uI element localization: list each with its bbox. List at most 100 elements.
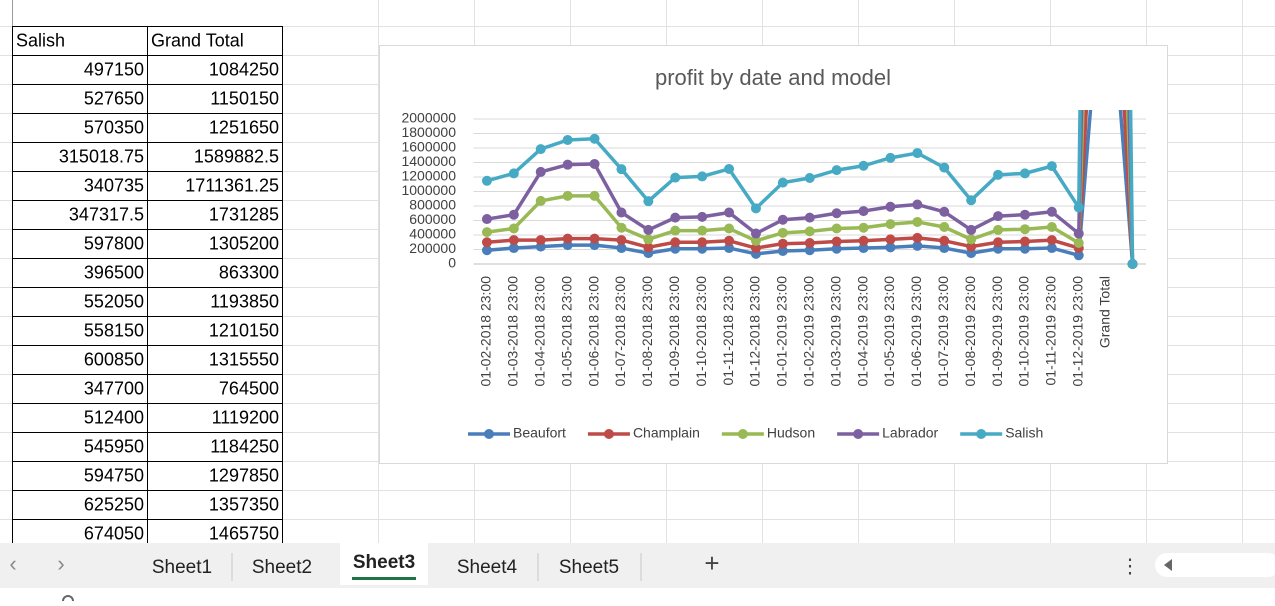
- cell-value[interactable]: 1193850: [210, 291, 279, 311]
- cell-value[interactable]: 1119200: [212, 407, 279, 427]
- cell-value[interactable]: 600850: [84, 349, 144, 369]
- data-table: Salish Grand Total 497150 1084250 527650 1150…: [12, 26, 283, 549]
- x-tick-label: 01-02-2018 23:00: [478, 276, 494, 387]
- x-tick-label: 01-09-2018 23:00: [666, 276, 682, 387]
- y-tick-label: 200000: [409, 240, 456, 256]
- data-point: [697, 225, 708, 236]
- more-options[interactable]: ⋮: [1120, 555, 1140, 577]
- cell-value[interactable]: 315018.75: [59, 146, 144, 166]
- sheet-tab[interactable]: Sheet5: [559, 557, 619, 578]
- data-point: [616, 235, 627, 246]
- x-tick-label: Grand Total: [1096, 276, 1112, 348]
- chart: profit by date and model 020000040000060…: [379, 45, 1168, 464]
- sheet-tab[interactable]: Sheet3: [353, 552, 415, 573]
- x-tick-label: 01-08-2019 23:00: [962, 276, 978, 387]
- data-point: [670, 172, 681, 183]
- cell-value[interactable]: 1210150: [209, 320, 279, 340]
- data-point: [508, 235, 519, 246]
- data-point: [508, 168, 519, 179]
- cell-value[interactable]: 1357350: [209, 494, 279, 514]
- cell-value[interactable]: 594750: [84, 465, 144, 485]
- cell-value[interactable]: 1711361.25: [185, 175, 279, 195]
- x-tick-label: 01-12-2019 23:00: [1069, 276, 1085, 387]
- sheet-tab[interactable]: Sheet1: [152, 557, 212, 578]
- data-point: [858, 222, 869, 233]
- cell-value[interactable]: 527650: [84, 88, 144, 108]
- cell-value[interactable]: 1297850: [209, 465, 279, 485]
- cell-value[interactable]: 1150150: [210, 88, 279, 108]
- cell-value[interactable]: 347317.5: [69, 204, 144, 224]
- add-sheet[interactable]: +: [704, 548, 719, 578]
- scroll-right[interactable]: ›: [57, 551, 64, 576]
- data-point: [616, 243, 627, 254]
- cell-value[interactable]: 552050: [84, 291, 144, 311]
- cell-value[interactable]: 1251650: [209, 117, 279, 137]
- data-point: [750, 243, 761, 254]
- data-point: [670, 237, 681, 248]
- scroll-arrow[interactable]: [1164, 559, 1172, 571]
- cell-value[interactable]: 558150: [84, 320, 144, 340]
- data-point: [670, 225, 681, 236]
- data-point: [1073, 228, 1084, 239]
- data-point: [1019, 236, 1030, 247]
- cell-value[interactable]: 347700: [84, 378, 144, 398]
- x-tick-label: 01-02-2019 23:00: [800, 276, 816, 387]
- y-tick-label: 1800000: [401, 124, 456, 140]
- cell-value[interactable]: 545950: [84, 436, 144, 456]
- data-point: [939, 243, 950, 254]
- x-tick-label: 01-10-2019 23:00: [1016, 276, 1032, 387]
- scroll-left[interactable]: ‹: [9, 551, 16, 576]
- cell-value[interactable]: 1084250: [209, 59, 279, 79]
- data-point: [1046, 161, 1057, 172]
- cell-value[interactable]: 1305200: [209, 233, 279, 253]
- data-point: [724, 223, 735, 234]
- cell-value[interactable]: 340735: [84, 175, 144, 195]
- cell-value[interactable]: 674050: [84, 523, 144, 543]
- cell-value[interactable]: 1589882.5: [194, 146, 279, 166]
- data-point: [912, 199, 923, 210]
- data-point: [831, 208, 842, 219]
- data-point: [616, 164, 627, 175]
- chart-title: profit by date and model: [655, 65, 891, 90]
- cell-value[interactable]: 597800: [84, 233, 144, 253]
- legend-label: Beaufort: [513, 425, 566, 441]
- cell-value[interactable]: 497150: [84, 59, 144, 79]
- x-tick-label: 01-04-2019 23:00: [854, 276, 870, 387]
- data-point: [697, 237, 708, 248]
- sheet-tab[interactable]: Sheet4: [457, 557, 518, 578]
- cell-value[interactable]: 863300: [219, 262, 279, 282]
- data-point: [804, 226, 815, 237]
- horizontal-scrollbar[interactable]: [1155, 553, 1275, 577]
- column-header[interactable]: Salish: [16, 30, 65, 50]
- data-point: [885, 234, 896, 245]
- data-point: [724, 207, 735, 218]
- cell-value[interactable]: 396500: [84, 262, 144, 282]
- cell-value[interactable]: 1315550: [209, 349, 279, 369]
- sheet-tab[interactable]: Sheet2: [252, 557, 312, 578]
- data-point: [1019, 209, 1030, 220]
- cell-value[interactable]: 1465750: [209, 523, 279, 543]
- data-point: [481, 175, 492, 186]
- cell-value[interactable]: 764500: [219, 378, 279, 398]
- cell-value[interactable]: 1731285: [209, 204, 279, 224]
- column-header[interactable]: Grand Total: [151, 30, 244, 50]
- y-tick-label: 1200000: [401, 168, 456, 184]
- data-point: [643, 196, 654, 207]
- data-point: [993, 237, 1004, 248]
- legend-marker: [484, 429, 494, 439]
- x-tick-label: 01-12-2018 23:00: [747, 276, 763, 387]
- cell-value[interactable]: 625250: [84, 494, 144, 514]
- data-point: [939, 235, 950, 246]
- cell-value[interactable]: 512400: [84, 407, 144, 427]
- data-point: [831, 223, 842, 234]
- x-tick-label: 01-05-2019 23:00: [881, 276, 897, 387]
- data-point: [885, 152, 896, 163]
- data-point: [481, 245, 492, 256]
- cell-value[interactable]: 1184250: [210, 436, 279, 456]
- data-point: [939, 206, 950, 217]
- cell-value[interactable]: 570350: [84, 117, 144, 137]
- data-point: [724, 163, 735, 174]
- data-point: [993, 211, 1004, 222]
- x-tick-label: 01-07-2019 23:00: [935, 276, 951, 387]
